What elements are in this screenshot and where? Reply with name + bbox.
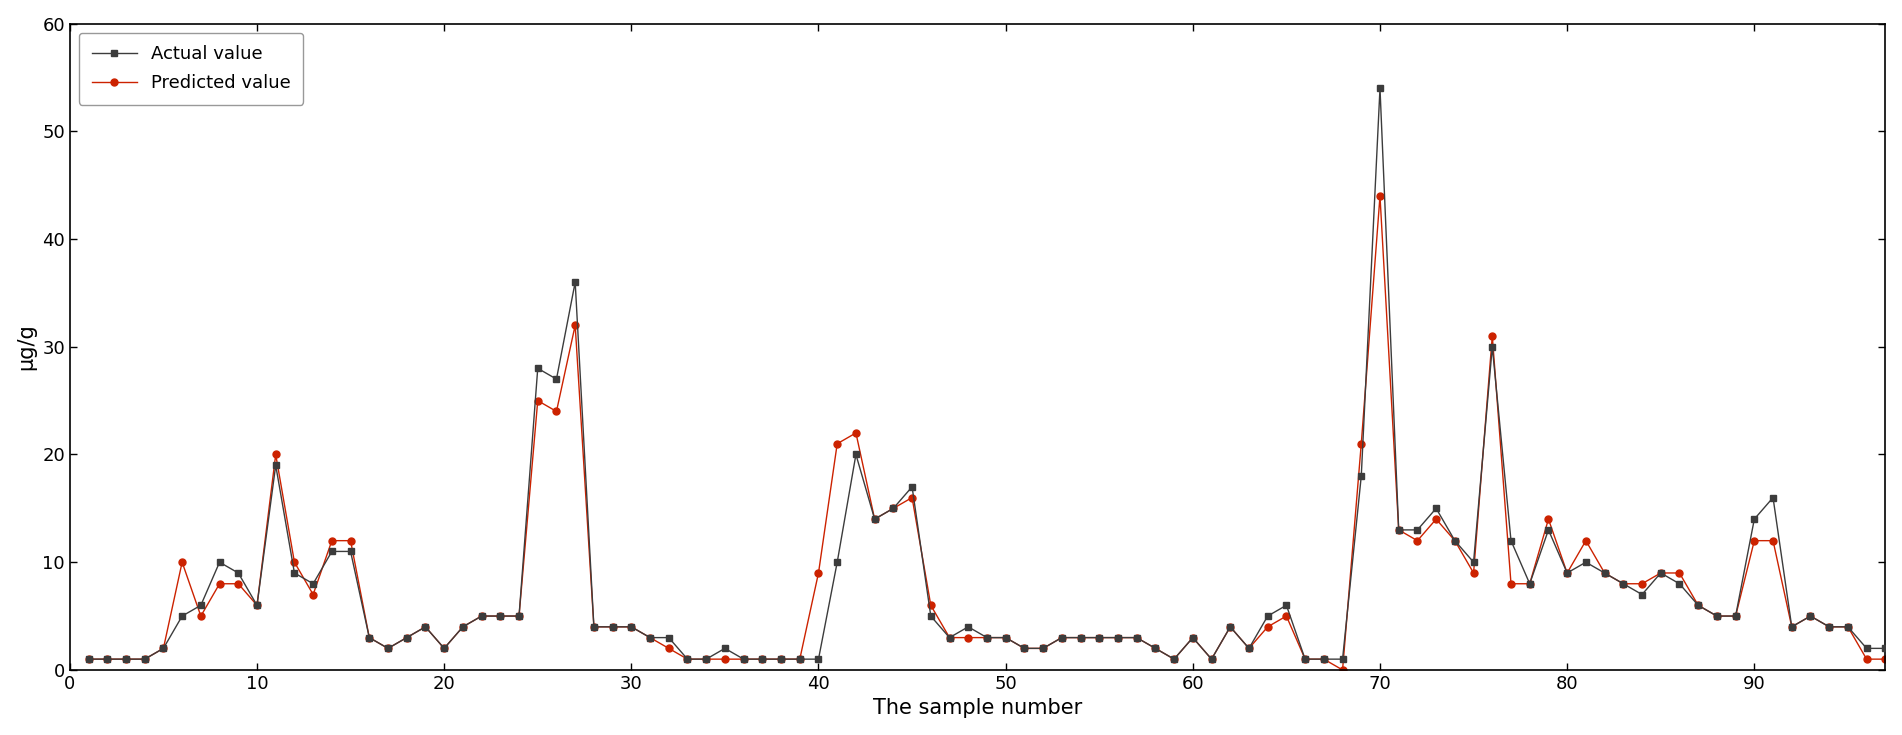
Actual value (133, 655, 156, 664)
Predicted value (1873, 655, 1896, 664)
Actual value (1873, 644, 1896, 653)
Actual value (546, 375, 569, 384)
Predicted value (78, 655, 101, 664)
Predicted value (1107, 633, 1130, 642)
Actual value (78, 655, 101, 664)
Actual value (976, 633, 999, 642)
Actual value (1107, 633, 1130, 642)
Line: Predicted value: Predicted value (86, 193, 1889, 673)
Predicted value (1331, 665, 1354, 674)
Predicted value (1369, 192, 1392, 201)
Line: Actual value: Actual value (86, 85, 1889, 663)
Y-axis label: μg/g: μg/g (17, 323, 36, 370)
Actual value (1369, 84, 1392, 93)
Predicted value (1499, 579, 1522, 588)
Actual value (207, 558, 230, 567)
Predicted value (207, 579, 230, 588)
Legend: Actual value, Predicted value: Actual value, Predicted value (78, 32, 304, 105)
Predicted value (976, 633, 999, 642)
Predicted value (133, 655, 156, 664)
X-axis label: The sample number: The sample number (873, 698, 1082, 718)
Actual value (1482, 343, 1504, 351)
Predicted value (546, 407, 569, 416)
